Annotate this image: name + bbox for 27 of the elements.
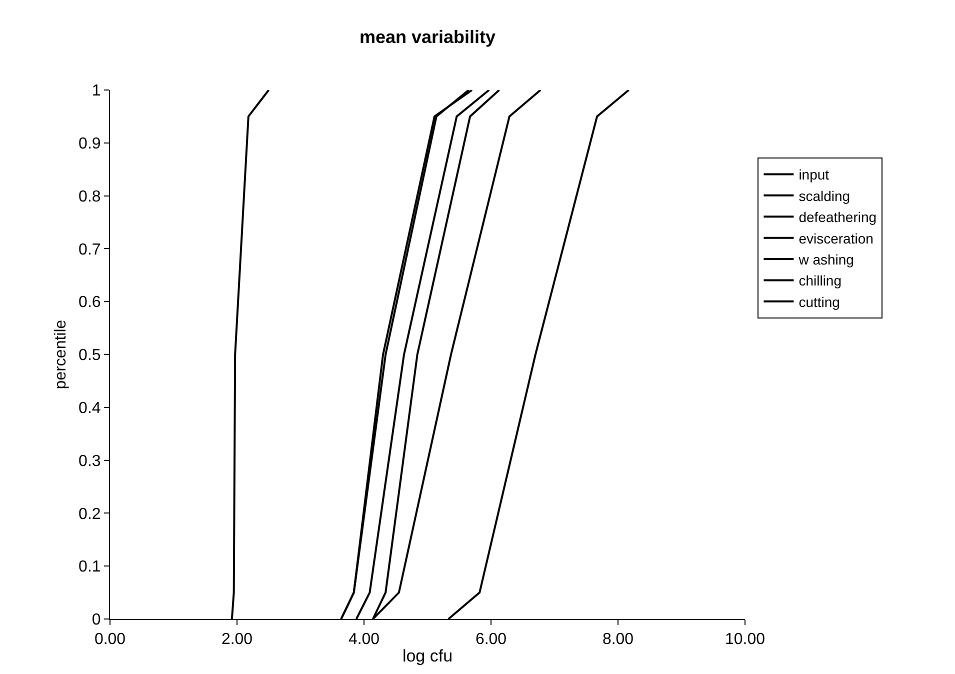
- x-axis-title: log cfu: [402, 646, 453, 666]
- y-tick-label: 0.9: [78, 136, 101, 152]
- y-tick-label: 0.5: [78, 347, 101, 364]
- y-tick-label: 0.4: [78, 400, 101, 417]
- y-axis-title: percentile: [52, 320, 70, 390]
- legend-label: defeathering: [798, 209, 877, 226]
- legend-label: scalding: [798, 188, 850, 204]
- y-tick-label: 0.3: [78, 452, 101, 470]
- legend-label: chilling: [798, 272, 842, 289]
- x-tick-label: 4.00: [348, 631, 380, 648]
- legend-label: input: [798, 166, 830, 183]
- x-tick-label: 8.00: [602, 631, 634, 648]
- legend-label: cutting: [798, 294, 840, 310]
- y-tick-label: 0.6: [78, 294, 101, 312]
- x-tick-label: 6.00: [475, 631, 507, 648]
- x-tick-label: 10.00: [724, 631, 766, 648]
- y-tick-label: 0.1: [78, 558, 101, 576]
- y-tick-label: 0: [92, 612, 101, 629]
- x-tick-label: 2.00: [221, 631, 253, 648]
- y-tick-label: 0.8: [78, 188, 101, 206]
- chart-title: mean variability: [359, 26, 496, 47]
- legend-label: w ashing: [798, 251, 854, 268]
- y-tick-label: 0.7: [78, 241, 101, 258]
- y-tick-label: 1: [92, 82, 101, 100]
- legend-label: evisceration: [798, 230, 874, 246]
- y-tick-label: 0.2: [78, 506, 101, 523]
- x-tick-label: 0.00: [94, 631, 126, 648]
